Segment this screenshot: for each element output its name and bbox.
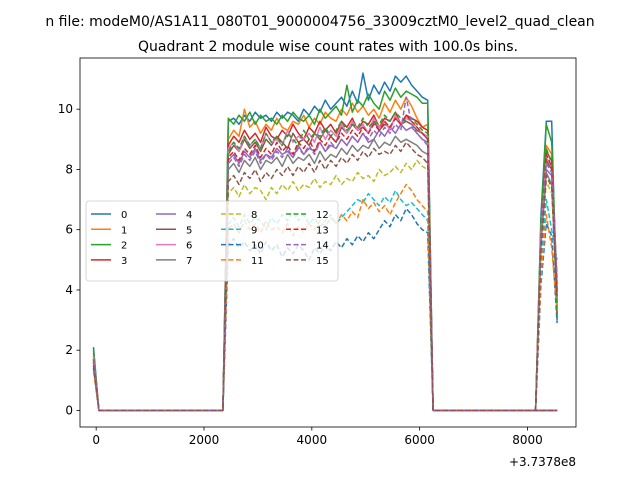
legend-label-8: 8 (251, 210, 257, 221)
legend-label-15: 15 (316, 256, 329, 267)
legend-label-9: 9 (251, 225, 257, 236)
series-tail-15 (534, 174, 558, 411)
y-tick-label-2: 2 (65, 343, 73, 357)
legend-label-7: 7 (186, 256, 192, 267)
legend-label-10: 10 (251, 241, 264, 252)
y-tick-label-6: 6 (65, 223, 73, 237)
legend-label-4: 4 (186, 210, 192, 221)
legend-label-1: 1 (121, 225, 127, 236)
series-lines (92, 72, 558, 412)
legend-label-11: 11 (251, 256, 264, 267)
legend-label-2: 2 (121, 241, 127, 252)
legend-label-14: 14 (316, 241, 329, 252)
y-tick-label-8: 8 (65, 162, 73, 176)
chart-title: Quadrant 2 module wise count rates with … (138, 39, 518, 55)
x-tick-label-6000: 6000 (404, 433, 435, 447)
legend-label-0: 0 (121, 210, 127, 221)
y-tick-label-10: 10 (58, 102, 73, 116)
series-line-15 (92, 141, 558, 412)
x-tick-label-8000: 8000 (512, 433, 543, 447)
legend-label-6: 6 (186, 241, 192, 252)
axes-frame (79, 57, 577, 428)
x-tick-label-4000: 4000 (297, 433, 328, 447)
legend-box (85, 200, 339, 282)
legend-label-13: 13 (316, 225, 329, 236)
x-tick-label-2000: 2000 (189, 433, 220, 447)
figure-suptitle: n file: modeM0/AS1A11_080T01_9000004756_… (45, 14, 594, 30)
x-tick-label-0: 0 (92, 433, 100, 447)
y-tick-label-4: 4 (65, 283, 73, 297)
x-offset-label: +3.7378e8 (509, 455, 576, 469)
legend-label-12: 12 (316, 210, 329, 221)
y-tick-label-0: 0 (65, 403, 73, 417)
legend-label-5: 5 (186, 225, 192, 236)
legend-label-3: 3 (121, 256, 127, 267)
